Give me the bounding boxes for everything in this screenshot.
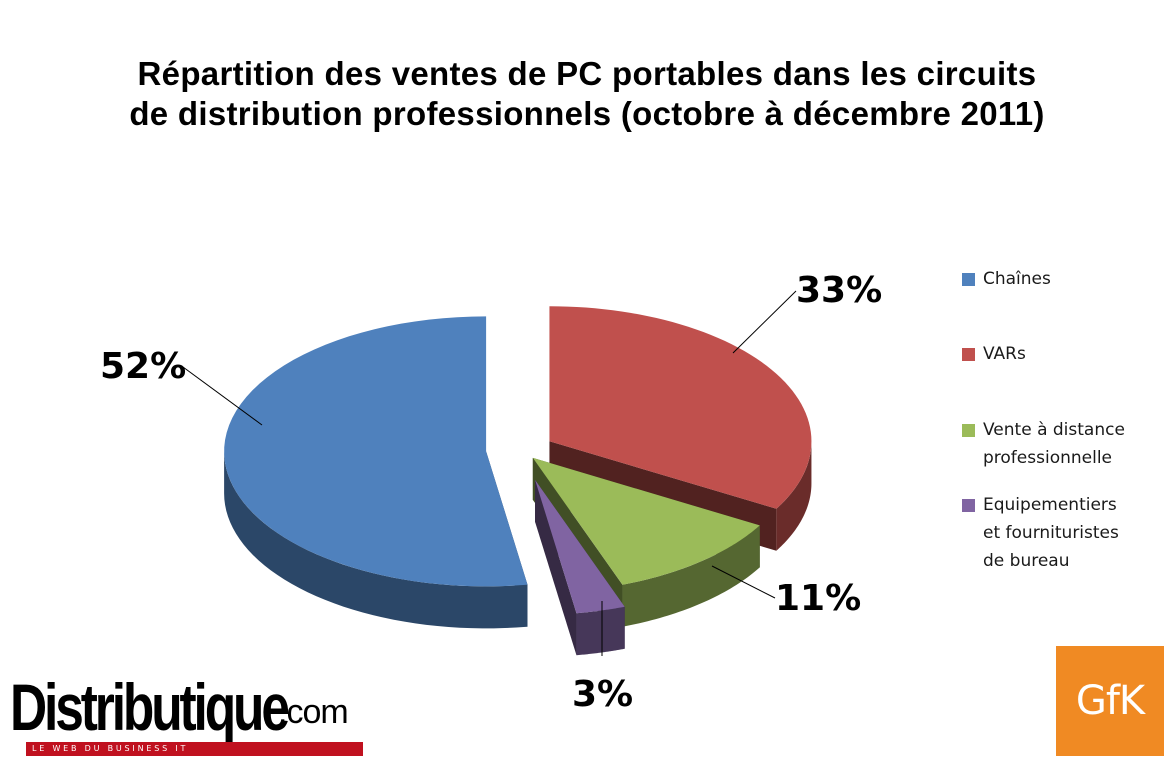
pie-slice-vars bbox=[549, 306, 812, 509]
pie-tops bbox=[224, 306, 812, 614]
gfk-logo: GfK bbox=[1056, 646, 1164, 756]
leader-line-chaines bbox=[182, 366, 263, 426]
pie-leader-lines bbox=[182, 290, 797, 656]
pie-slice-equipementiers-wall bbox=[576, 606, 625, 656]
pie-slice-chaines bbox=[224, 316, 528, 587]
distributique-logo-suffix: .com bbox=[278, 693, 349, 731]
leader-line-vente-distance bbox=[711, 565, 776, 599]
legend-swatch-vente-distance bbox=[962, 424, 975, 437]
legend-label-vars: VARs bbox=[983, 344, 1026, 364]
legend-swatch-equipementiers bbox=[962, 499, 975, 512]
data-label-chaines: 52% bbox=[100, 346, 186, 387]
pie-data-labels: 52% 33% 11% 3% bbox=[100, 270, 882, 715]
pie-slice-chaines-wall bbox=[224, 451, 528, 629]
pie-slice-vente-distance bbox=[532, 457, 760, 585]
pie-slice-vars-wall bbox=[776, 441, 812, 551]
chart-title-line-2: de distribution professionnels (octobre … bbox=[129, 95, 1045, 132]
data-label-vente-distance: 11% bbox=[775, 578, 861, 619]
chart-title: Répartition des ventes de PC portables d… bbox=[0, 54, 1174, 134]
pie-slice-equipementiers bbox=[535, 479, 625, 614]
legend-swatch-chaines bbox=[962, 273, 975, 286]
distributique-logo-tagline: LE WEB DU BUSINESS IT bbox=[26, 742, 363, 756]
pie-slice-equipementiers-cut-face bbox=[535, 479, 577, 656]
legend-label-vente-distance: Vente à distance professionnelle bbox=[983, 420, 1125, 468]
legend-swatch-vars bbox=[962, 348, 975, 361]
legend-label-chaines: Chaînes bbox=[983, 269, 1051, 289]
data-label-vars: 33% bbox=[796, 270, 882, 311]
pie-slice-vente-distance-wall bbox=[622, 525, 760, 627]
chart-title-line-1: Répartition des ventes de PC portables d… bbox=[137, 55, 1037, 92]
data-label-equipementiers: 3% bbox=[572, 674, 633, 715]
leader-line-vars bbox=[732, 290, 797, 354]
distributique-logo: Distributique .com LE WEB DU BUSINESS IT bbox=[10, 670, 363, 760]
distributique-logo-word: Distributique bbox=[10, 670, 290, 744]
legend-label-equipementiers: Equipementiers et fournituristes de bure… bbox=[983, 495, 1119, 571]
